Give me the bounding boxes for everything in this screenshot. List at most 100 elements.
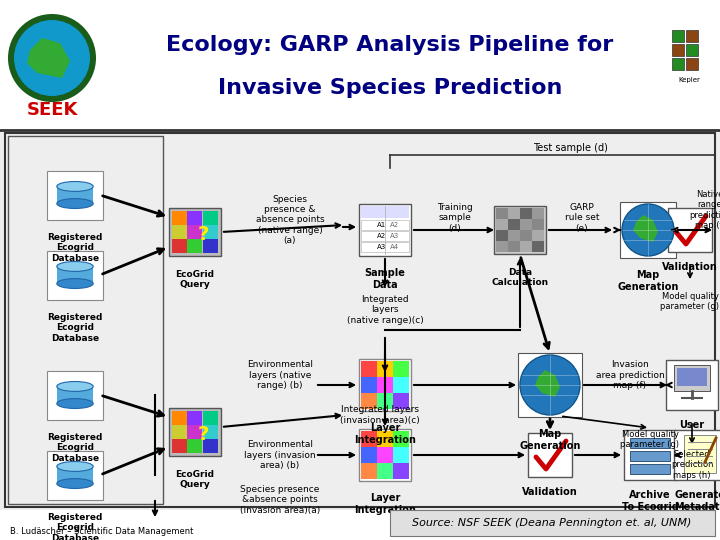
Bar	[57, 186, 93, 204]
Bar	[508, 219, 520, 230]
Circle shape	[622, 204, 674, 256]
Bar	[686, 30, 698, 42]
Text: EcoGrid
Query: EcoGrid Query	[176, 470, 215, 489]
Bar	[377, 393, 392, 408]
Polygon shape	[27, 38, 70, 78]
Bar	[361, 463, 377, 478]
Bar	[393, 431, 408, 447]
Bar	[520, 241, 531, 252]
Bar	[496, 208, 508, 219]
Text: Source: NSF SEEK (Deana Pennington et. al, UNM): Source: NSF SEEK (Deana Pennington et. a…	[413, 518, 692, 528]
Text: A1: A1	[377, 222, 386, 228]
Bar	[361, 393, 377, 408]
Bar	[630, 451, 670, 461]
Bar	[5, 133, 715, 507]
Text: A3: A3	[390, 233, 400, 239]
Bar	[508, 241, 520, 252]
Text: Data
Calculation: Data Calculation	[492, 268, 549, 287]
Text: Species
presence &
absence points
(native range)
(a): Species presence & absence points (nativ…	[256, 195, 324, 245]
Text: Layer
Integration: Layer Integration	[354, 493, 416, 515]
Bar	[8, 136, 163, 504]
Bar	[361, 377, 377, 393]
Bar	[494, 206, 546, 254]
Text: Layer
Integration: Layer Integration	[354, 423, 416, 444]
Bar	[518, 353, 582, 417]
Text: EcoGrid
Query: EcoGrid Query	[176, 270, 215, 289]
Bar	[532, 230, 544, 240]
Ellipse shape	[57, 462, 93, 471]
Bar	[359, 204, 411, 256]
Circle shape	[8, 14, 96, 102]
Text: B. Ludäscher – Scientific Data Management: B. Ludäscher – Scientific Data Managemen…	[10, 528, 194, 537]
Bar	[684, 435, 716, 473]
Text: Selected
prediction
maps (h): Selected prediction maps (h)	[671, 450, 714, 480]
Bar	[508, 208, 520, 219]
Bar	[674, 430, 720, 480]
Bar	[187, 239, 202, 253]
Bar	[528, 433, 572, 477]
Bar	[672, 58, 684, 70]
Bar	[187, 225, 202, 239]
Text: Species presence
&absence points
(invasion area)(a): Species presence &absence points (invasi…	[240, 485, 320, 515]
Bar	[187, 425, 202, 438]
Bar	[172, 225, 186, 239]
Text: Training
sample
(d): Training sample (d)	[437, 203, 473, 233]
Bar	[169, 408, 221, 456]
Bar	[359, 429, 411, 481]
Bar	[0, 0, 720, 130]
Text: Map
Generation: Map Generation	[519, 429, 581, 450]
Bar	[520, 230, 531, 240]
Bar	[361, 447, 377, 462]
Bar	[630, 464, 670, 474]
Circle shape	[14, 20, 90, 96]
Bar	[377, 463, 392, 478]
Bar	[532, 219, 544, 230]
Bar	[361, 220, 409, 230]
Text: Archive
To Ecogrid: Archive To Ecogrid	[621, 490, 678, 511]
Text: GARP
rule set
(e): GARP rule set (e)	[564, 203, 599, 233]
Bar	[361, 431, 377, 447]
Bar	[496, 230, 508, 240]
Bar	[393, 377, 408, 393]
Bar	[361, 206, 409, 218]
Bar	[532, 241, 544, 252]
Bar	[202, 411, 217, 424]
Bar	[377, 361, 392, 376]
Bar	[666, 360, 718, 410]
Bar	[361, 242, 409, 252]
Text: Invasion
area prediction
map (f): Invasion area prediction map (f)	[595, 360, 665, 390]
Bar	[47, 370, 103, 420]
Bar	[630, 438, 670, 448]
Polygon shape	[535, 370, 560, 397]
Text: Environmental
layers (invasion
area) (b): Environmental layers (invasion area) (b)	[244, 440, 316, 470]
Bar	[520, 219, 531, 230]
Text: Sample
Data: Sample Data	[364, 268, 405, 289]
Bar	[202, 439, 217, 453]
Bar	[672, 30, 684, 42]
Bar	[508, 230, 520, 240]
Text: Environmental
layers (native
range) (b): Environmental layers (native range) (b)	[247, 360, 313, 390]
Bar	[393, 361, 408, 376]
Text: A3: A3	[377, 244, 386, 250]
Ellipse shape	[57, 199, 93, 208]
Text: A4: A4	[390, 244, 399, 250]
Circle shape	[520, 355, 580, 415]
Text: Integrated
layers
(native range)(c): Integrated layers (native range)(c)	[346, 295, 423, 325]
Bar	[390, 510, 715, 536]
Bar	[187, 211, 202, 225]
Bar	[47, 251, 103, 300]
Bar	[359, 359, 411, 411]
Text: User: User	[680, 420, 705, 430]
Text: Ecology: GARP Analysis Pipeline for: Ecology: GARP Analysis Pipeline for	[166, 35, 613, 55]
Bar	[674, 365, 710, 391]
Ellipse shape	[57, 381, 93, 391]
Bar	[620, 202, 676, 258]
Ellipse shape	[57, 279, 93, 288]
Bar	[47, 450, 103, 500]
Bar	[169, 208, 221, 256]
Text: Model quality
parameter (g): Model quality parameter (g)	[660, 292, 719, 312]
Text: Kepler: Kepler	[678, 77, 700, 83]
Text: Validation: Validation	[522, 487, 578, 497]
Bar	[187, 439, 202, 453]
Bar	[57, 467, 93, 483]
